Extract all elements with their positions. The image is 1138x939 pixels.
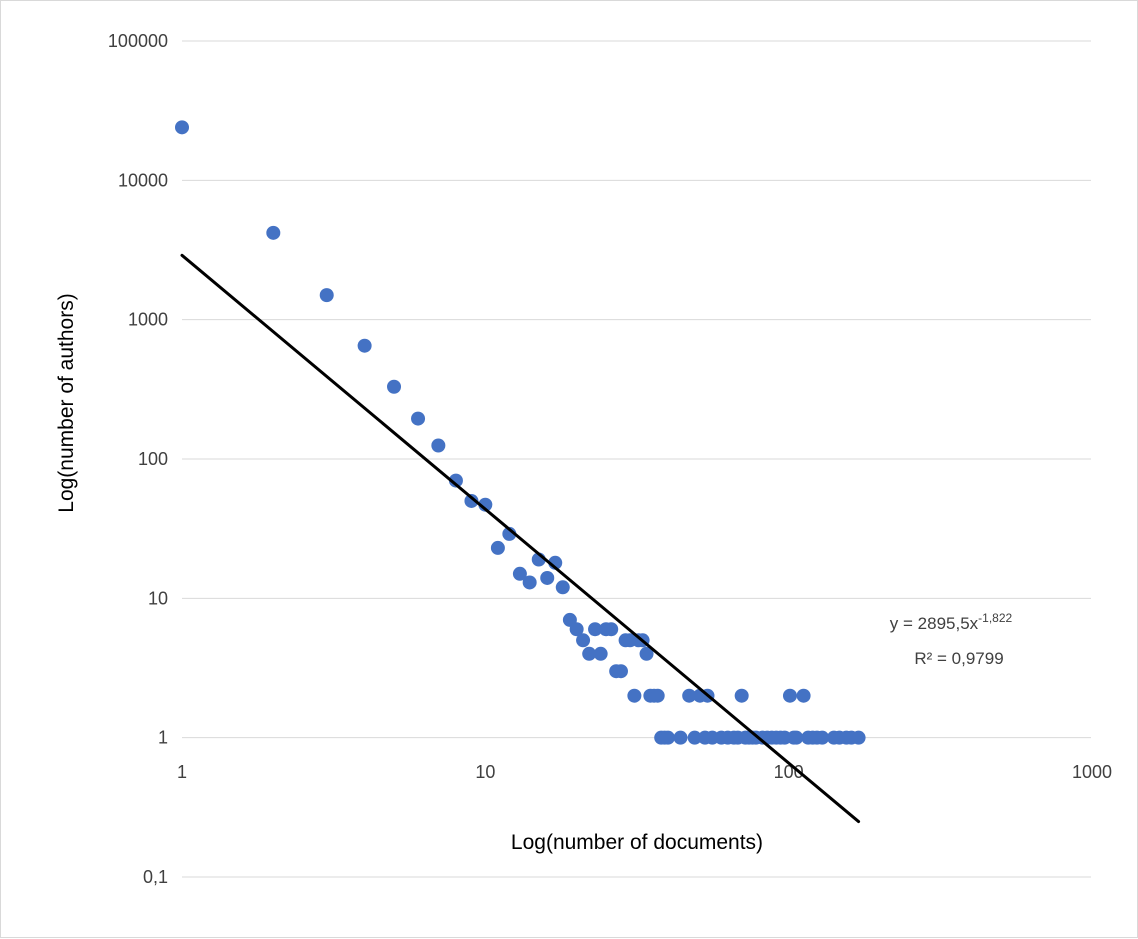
- data-point: [639, 646, 654, 661]
- data-point: [673, 730, 688, 745]
- data-point: [582, 646, 597, 661]
- x-tick-label: 1000: [1072, 762, 1112, 782]
- data-point: [734, 688, 749, 703]
- data-point: [782, 688, 797, 703]
- data-point: [627, 688, 642, 703]
- data-point: [569, 622, 584, 637]
- data-point: [357, 338, 372, 353]
- data-point: [604, 622, 619, 637]
- data-point: [682, 688, 697, 703]
- data-point: [540, 570, 555, 585]
- trendline-equation-exponent: -1,822: [978, 611, 1012, 625]
- x-tick-label: 10: [475, 762, 495, 782]
- data-point: [387, 379, 402, 394]
- trendline-equation-base: y = 2895,5x: [890, 614, 979, 633]
- data-point: [851, 730, 866, 745]
- data-point: [522, 575, 537, 590]
- data-point: [796, 688, 811, 703]
- trendline-r-squared: R² = 0,9799: [914, 649, 1003, 668]
- data-point: [613, 664, 628, 679]
- y-tick-label: 10000: [118, 170, 168, 190]
- x-tick-label: 100: [774, 762, 804, 782]
- data-point: [411, 411, 426, 426]
- data-point: [431, 438, 446, 453]
- data-point: [660, 730, 675, 745]
- data-point: [687, 730, 702, 745]
- data-point: [576, 633, 591, 648]
- data-point: [650, 688, 665, 703]
- y-tick-label: 1: [158, 728, 168, 748]
- data-point: [319, 288, 334, 303]
- data-point: [593, 646, 608, 661]
- data-point: [266, 225, 281, 240]
- trendline-equation: y = 2895,5x-1,822: [890, 611, 1013, 633]
- x-axis-title: Log(number of documents): [511, 831, 763, 854]
- trendline-layer: [180, 253, 861, 824]
- data-point: [175, 120, 189, 135]
- y-tick-labels: 100000 10000 1000 100 10 1 0,1: [108, 31, 168, 887]
- y-tick-label: 100: [138, 449, 168, 469]
- x-tick-label: 1: [177, 762, 187, 782]
- y-tick-label: 1000: [128, 310, 168, 330]
- data-point: [789, 730, 804, 745]
- y-axis-title: Log(number of authors): [55, 293, 78, 512]
- power-trendline: [180, 253, 861, 824]
- data-point: [490, 540, 505, 555]
- data-point: [448, 473, 463, 488]
- grid-layer: [182, 40, 1091, 878]
- data-point: [555, 580, 570, 595]
- y-tick-label: 100000: [108, 31, 168, 51]
- data-points: [175, 120, 866, 745]
- data-point: [512, 566, 527, 581]
- data-point: [815, 730, 830, 745]
- data-point: [464, 493, 479, 508]
- y-tick-label: 10: [148, 588, 168, 608]
- x-tick-labels: 1 10 100 1000: [177, 762, 1112, 782]
- data-point: [588, 622, 603, 637]
- y-tick-label: 0,1: [143, 867, 168, 887]
